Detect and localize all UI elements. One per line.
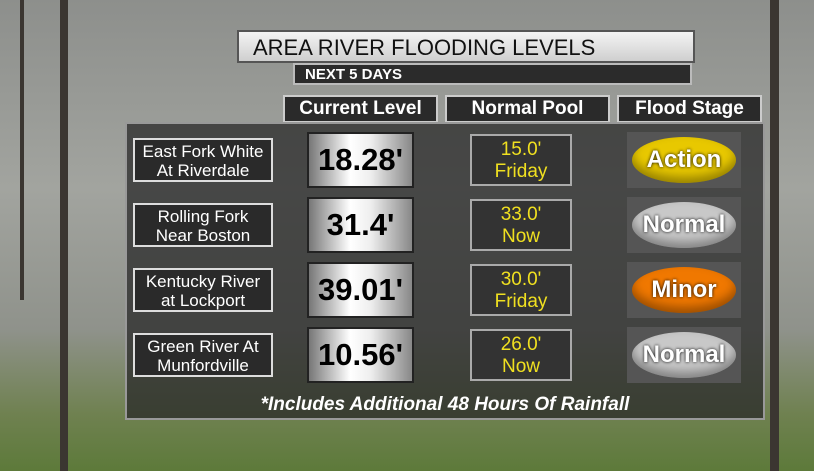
pool-line: Friday (494, 161, 548, 182)
station-label: East Fork White At Riverdale (133, 138, 273, 182)
station-label: Green River At Munfordville (133, 333, 273, 377)
current-level: 31.4' (307, 197, 414, 253)
column-header: Current Level (283, 95, 438, 123)
normal-pool: 33.0' Now (470, 199, 572, 251)
station-line: At Riverdale (156, 161, 250, 180)
normal-pool: 30.0' Friday (470, 264, 572, 316)
column-header: Normal Pool (445, 95, 610, 123)
tree-trunk (60, 0, 68, 471)
footnote: *Includes Additional 48 Hours Of Rainfal… (260, 394, 630, 415)
station-line: Kentucky River (145, 272, 261, 291)
flood-stage: Normal (632, 202, 736, 248)
flood-stage: Normal (632, 332, 736, 378)
current-level: 10.56' (307, 327, 414, 383)
station-line: Rolling Fork (157, 207, 249, 226)
current-level: 39.01' (307, 262, 414, 318)
pool-line: Friday (494, 291, 548, 312)
station-line: Green River At (147, 337, 259, 356)
station-line: East Fork White (142, 142, 264, 161)
station-line: Near Boston (155, 226, 251, 245)
pool-line: 26.0' (500, 334, 542, 355)
normal-pool: 15.0' Friday (470, 134, 572, 186)
pool-line: Now (501, 226, 540, 247)
pool-line: 33.0' (500, 204, 542, 225)
station-label: Rolling Fork Near Boston (133, 203, 273, 247)
pool-line: 15.0' (500, 139, 542, 160)
flood-stage: Action (632, 137, 736, 183)
pool-line: Now (501, 356, 540, 377)
station-label: Kentucky River at Lockport (133, 268, 273, 312)
subtitle: NEXT 5 DAYS (293, 63, 692, 85)
normal-pool: 26.0' Now (470, 329, 572, 381)
pool-line: 30.0' (500, 269, 542, 290)
title: AREA RIVER FLOODING LEVELS (237, 30, 695, 63)
current-level: 18.28' (307, 132, 414, 188)
station-line: Munfordville (157, 356, 249, 375)
station-line: at Lockport (160, 291, 246, 310)
tree-trunk (770, 0, 779, 471)
column-header: Flood Stage (617, 95, 762, 123)
flood-stage: Minor (632, 267, 736, 313)
tree-trunk (20, 0, 24, 300)
